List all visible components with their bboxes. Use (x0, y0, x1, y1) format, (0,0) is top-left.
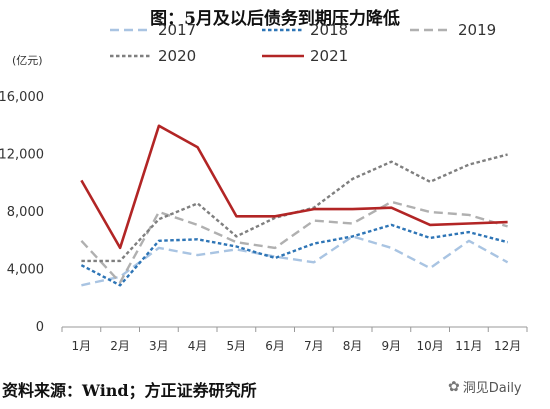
x-tick-label: 11月 (455, 339, 482, 353)
source-note: 资料来源：Wind；方正证券研究所 (2, 381, 257, 400)
y-tick-label: 0 (36, 320, 44, 335)
y-tick-label: 16,000 (0, 90, 44, 105)
series-line-2018 (80, 223, 508, 287)
x-tick-label: 3月 (149, 339, 169, 353)
x-axis: 1月 2月 3月 4月 5月 6月 7月 8月 9月 10月 11月 12月 (61, 326, 528, 353)
x-tick-label: 12月 (494, 339, 521, 353)
series-lines (80, 124, 509, 287)
legend-label-2018: 2018 (310, 21, 348, 39)
y-axis-unit-label: (亿元) (12, 54, 43, 67)
x-tick-label: 5月 (227, 339, 247, 353)
legend-label-2017: 2017 (158, 21, 196, 39)
x-tick-label: 7月 (304, 339, 324, 353)
x-tick-label: 1月 (72, 339, 92, 353)
legend-label-2021: 2021 (310, 47, 348, 65)
series-line-2017 (81, 235, 509, 287)
series-line-2019 (80, 200, 508, 284)
wechat-icon: ✿ (448, 378, 460, 395)
y-tick-label: 12,000 (0, 148, 44, 163)
chart-title: 图：5月及以后债务到期压力降低 (150, 9, 400, 29)
x-tick-label: 4月 (188, 339, 208, 353)
legend-label-2019: 2019 (458, 21, 496, 39)
x-tick-label: 2月 (110, 339, 130, 353)
legend: 2017 2018 2019 2020 2021 (110, 21, 496, 65)
x-tick-label: 6月 (265, 339, 285, 353)
series-line-2021 (80, 124, 508, 250)
legend-label-2020: 2020 (158, 47, 196, 65)
x-tick-label: 8月 (343, 339, 363, 353)
x-tick-label: 9月 (382, 339, 402, 353)
watermark: ✿ 洞见Daily (448, 377, 522, 397)
x-tick-label: 10月 (416, 339, 443, 353)
y-tick-label: 4,000 (7, 263, 44, 278)
y-tick-label: 8,000 (7, 205, 44, 220)
watermark-label: 洞见Daily (462, 381, 522, 396)
series-line-2020 (81, 153, 508, 263)
y-axis: 0 4,000 8,000 12,000 16,000 (0, 90, 44, 335)
